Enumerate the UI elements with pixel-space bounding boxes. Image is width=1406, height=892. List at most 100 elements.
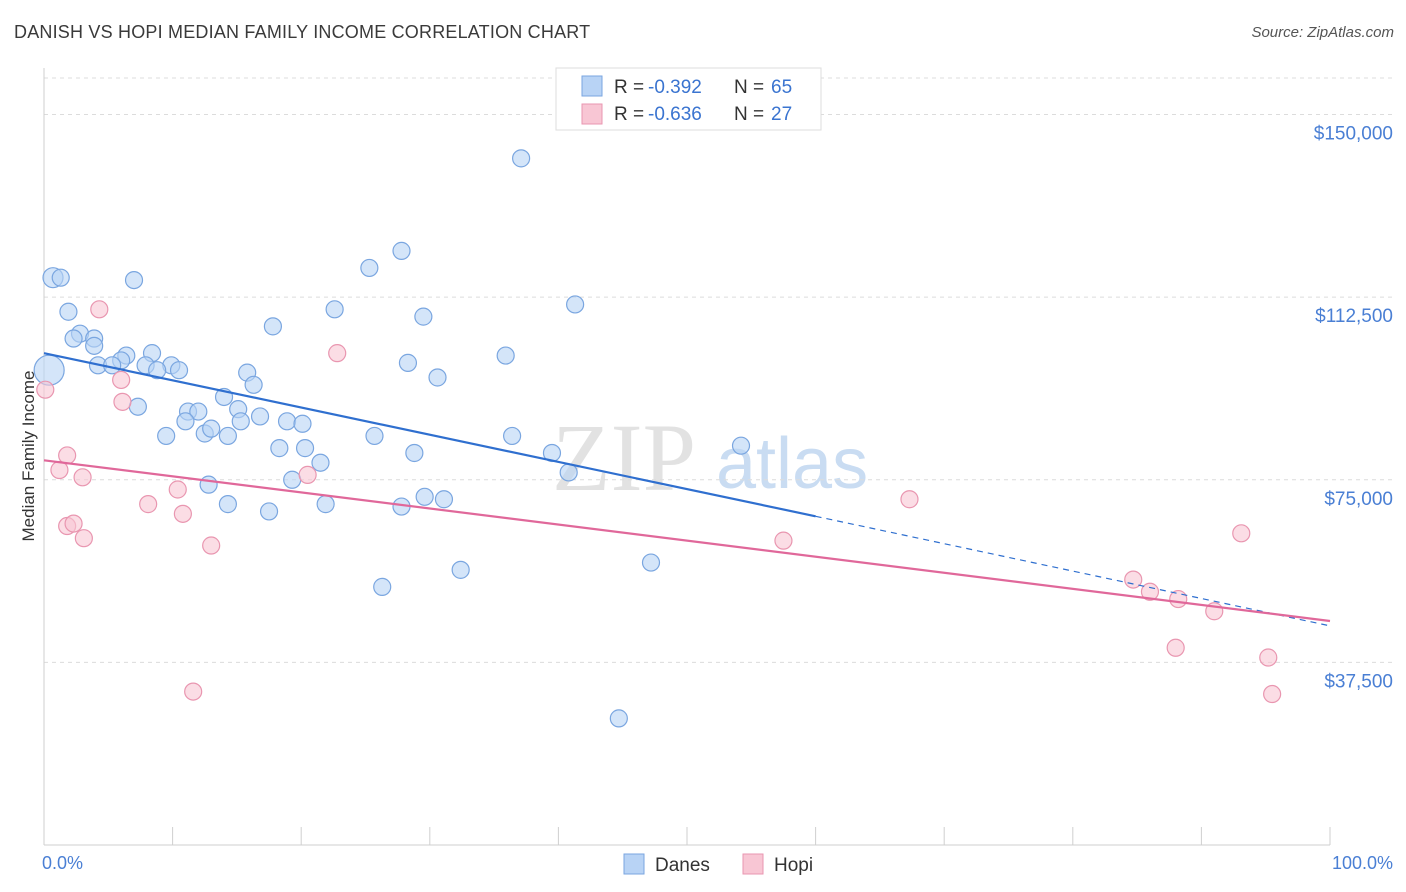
y-tick-label: $112,500 [1315,306,1393,327]
danes-point [250,407,270,426]
danes-point [311,453,330,472]
correlation-legend: R = -0.392 N = 65 R = -0.636 N = 27 [555,67,822,131]
legend-danes-r-label: R = [614,77,644,98]
danes-point [434,490,454,509]
hopi-point [50,460,69,480]
chart-source: Source: ZipAtlas.com [1251,24,1394,41]
danes-point [85,336,104,355]
danes-point [398,353,418,372]
hopi-point [112,370,131,390]
legend-danes-n-value: 65 [771,77,792,98]
legend-hopi-n-label: N = [734,104,764,125]
hopi-point [900,490,919,509]
danes-point [33,354,65,386]
danes-point [202,419,221,438]
danes-point [277,412,297,431]
hopi-point [1232,524,1251,543]
legend-hopi-label: Hopi [774,855,813,876]
legend-danes-r-value: -0.392 [648,77,702,98]
danes-point [316,495,335,514]
danes-point [51,268,70,287]
danes-point [293,414,312,433]
legend-danes-swatch [581,75,603,97]
legend-hopi-n-value: 27 [771,104,792,125]
hopi-point [1124,570,1143,589]
danes-point [259,502,279,521]
danes-point [559,463,578,482]
hopi-point [1140,582,1160,601]
danes-point [218,426,237,446]
danes-point [124,270,144,290]
danes-point [244,375,263,394]
y-tick-label: $150,000 [1314,124,1393,145]
y-tick-label: $37,500 [1324,671,1393,692]
danes-point [731,436,751,455]
hopi-point [73,468,92,487]
chart-title: DANISH VS HOPI MEDIAN FAMILY INCOME CORR… [14,22,591,42]
hopi-point [168,480,187,499]
watermark-zip: ZIP [552,404,696,511]
legend-hopi-swatch [581,103,603,125]
danes-point [263,317,283,336]
danes-point [325,300,344,319]
series-legend: Danes Hopi [623,853,813,876]
danes-point [451,560,470,579]
hopi-point [298,465,317,484]
danes-point [641,553,661,572]
watermark-atlas: atlas [716,424,868,504]
danes-point [405,443,424,463]
danes-point [496,346,515,365]
danes-point [295,439,315,458]
danes-trend-extension [815,515,1331,627]
y-axis-label: Median Family Income [19,370,38,541]
danes-point [148,361,167,380]
danes-point [414,307,433,326]
legend-danes-label: Danes [655,855,710,876]
danes-points [33,149,751,728]
hopi-point [202,536,221,555]
x-tick-label-max: 100.0% [1332,853,1393,873]
danes-point [566,295,585,314]
danes-point [415,487,434,506]
hopi-point [173,504,192,523]
legend-danes-n-label: N = [734,77,764,98]
danes-point [365,426,384,446]
danes-point [503,426,522,446]
danes-point [373,577,392,596]
danes-point [231,412,250,431]
hopi-point [1263,684,1282,704]
hopi-trend-line [43,459,1331,623]
hopi-points [36,300,1282,704]
danes-point [392,241,411,260]
hopi-point [113,392,132,411]
legend-hopi-r-label: R = [614,104,644,125]
trend-lines [43,352,1331,627]
hopi-point [774,531,793,550]
axes: $37,500 $75,000 $112,500 $150,000 0.0% 100.0% [42,68,1393,873]
y-tick-label: $75,000 [1324,489,1393,510]
hopi-point [1259,648,1278,667]
hopi-point [36,380,55,399]
danes-point [512,149,531,168]
danes-point [283,470,302,489]
danes-point [59,302,78,321]
hopi-point [74,529,93,548]
danes-point [609,709,628,728]
legend-danes-marker [623,853,645,875]
danes-point [176,412,195,431]
hopi-point [328,344,347,363]
danes-point [360,258,379,278]
danes-point [169,361,189,380]
hopi-point [1166,638,1185,657]
danes-point [157,426,176,446]
x-tick-label-min: 0.0% [42,853,83,873]
hopi-point [139,495,158,514]
danes-point [199,475,218,494]
danes-trend-line [43,352,816,518]
hopi-point [184,682,203,701]
hopi-point [1169,589,1188,609]
danes-point [128,397,147,416]
danes-point [189,402,208,421]
hopi-point [64,514,83,533]
